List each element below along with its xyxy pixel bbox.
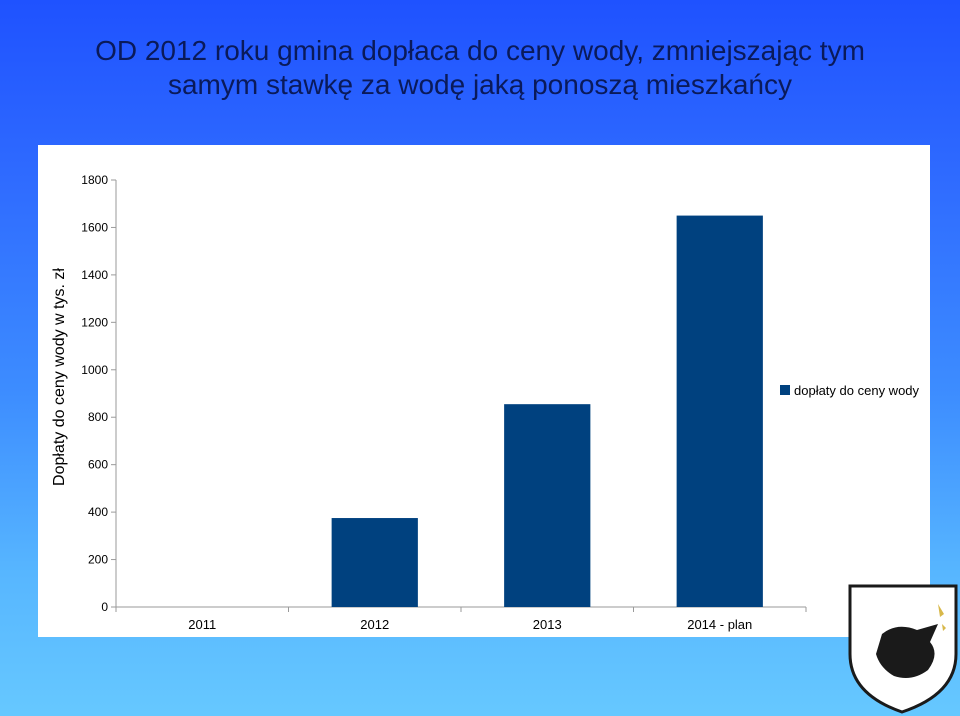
y-tick-label: 1600 xyxy=(81,220,108,234)
y-tick-label: 1400 xyxy=(81,268,108,282)
legend-swatch xyxy=(780,385,790,395)
y-tick-label: 200 xyxy=(88,553,108,567)
x-tick-label: 2011 xyxy=(188,617,216,632)
x-tick-label: 2013 xyxy=(533,617,562,632)
y-tick-label: 0 xyxy=(101,600,108,614)
title-line-2: samym stawkę za wodę jaką ponoszą mieszk… xyxy=(167,69,793,100)
coat-of-arms-emblem xyxy=(848,584,958,714)
legend-label: dopłaty do ceny wody xyxy=(794,383,920,398)
y-axis-title: Dopłaty do ceny wody w tys. zł xyxy=(51,268,68,486)
bar-2012 xyxy=(331,518,418,607)
y-tick-label: 800 xyxy=(88,410,108,424)
x-tick-label: 2014 - plan xyxy=(687,617,752,632)
chart-panel: Dopłaty do ceny wody w tys. zł 0 200 400 60… xyxy=(38,145,930,637)
x-tick-label: 2012 xyxy=(360,617,389,632)
slide-title: OD 2012 roku gmina dopłaca do ceny wody,… xyxy=(40,34,920,102)
y-tick-label: 1200 xyxy=(81,315,108,329)
bar-2014-plan xyxy=(676,215,763,607)
y-tick-label: 1000 xyxy=(81,363,108,377)
y-tick-label: 400 xyxy=(88,505,108,519)
title-line-1: OD 2012 roku gmina dopłaca do ceny wody,… xyxy=(95,35,865,66)
bar-chart: Dopłaty do ceny wody w tys. zł 0 200 400 60… xyxy=(51,173,920,632)
bar-2013 xyxy=(504,404,591,607)
y-tick-label: 1800 xyxy=(81,173,108,187)
y-tick-label: 600 xyxy=(88,458,108,472)
